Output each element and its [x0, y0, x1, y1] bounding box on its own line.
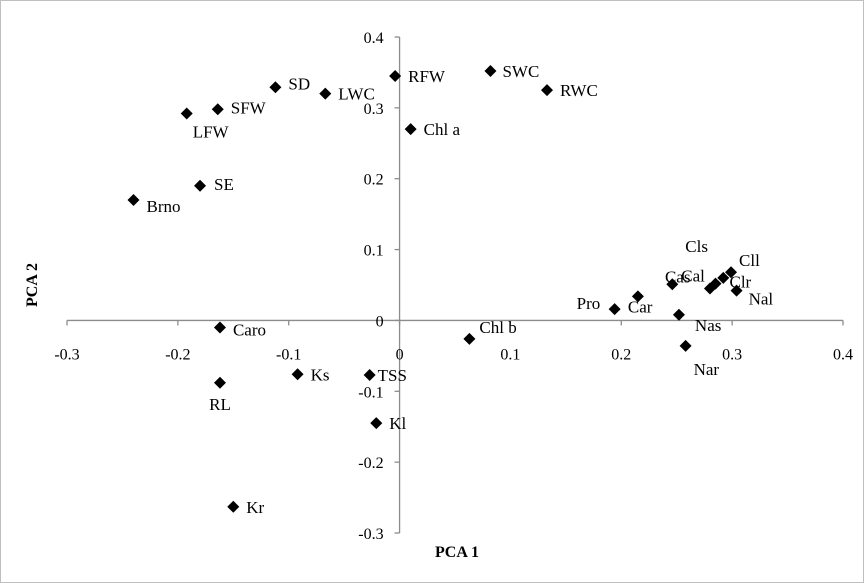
data-point-sfw	[211, 103, 224, 116]
data-point-rfw	[389, 69, 402, 82]
data-point-cas	[703, 282, 716, 295]
data-label-caro: Caro	[233, 321, 266, 340]
x-tick-label: -0.3	[54, 346, 79, 363]
data-label-chl-b: Chl b	[479, 318, 516, 337]
data-point-lwc	[319, 87, 332, 100]
data-point-cll	[725, 266, 738, 279]
x-tick-label: 0.2	[611, 346, 631, 363]
data-label-sd: SD	[288, 74, 310, 93]
data-label-rfw: RFW	[408, 67, 446, 86]
data-label-car: Car	[628, 297, 653, 316]
data-label-cal: Cal	[681, 266, 705, 285]
data-point-tss	[363, 368, 376, 381]
data-point-pro	[608, 303, 621, 316]
data-point-nar	[679, 339, 692, 352]
y-axis-title: PCA 2	[24, 263, 41, 307]
data-label-cas: Cas	[665, 268, 691, 287]
data-label-se: SE	[214, 175, 234, 194]
data-label-nas: Nas	[695, 316, 721, 335]
data-point-cal	[666, 278, 679, 291]
data-label-kr: Kr	[246, 498, 264, 517]
data-label-nal: Nal	[749, 290, 774, 309]
data-point-lfw	[180, 107, 193, 120]
y-tick-label: 0.1	[364, 243, 384, 260]
y-tick-label: -0.2	[358, 455, 383, 472]
x-tick-label: 0.4	[833, 346, 853, 363]
y-tick-label: -0.1	[358, 384, 383, 401]
data-label-rwc: RWC	[560, 81, 598, 100]
data-label-ks: Ks	[311, 365, 330, 384]
x-axis-title: PCA 1	[435, 544, 479, 561]
x-tick-label: 0.1	[500, 346, 520, 363]
data-point-rwc	[541, 84, 554, 97]
data-label-chl-a: Chl a	[424, 120, 461, 139]
data-label-cls: Cls	[685, 237, 708, 256]
y-tick-label: 0	[376, 313, 384, 330]
data-label-lfw: LFW	[193, 123, 230, 142]
data-label-swc: SWC	[502, 62, 539, 81]
data-label-rl: RL	[209, 395, 231, 414]
data-label-nar: Nar	[694, 360, 720, 379]
data-point-nas	[672, 308, 685, 321]
data-point-kl	[370, 417, 383, 430]
data-point-kr	[227, 500, 240, 513]
data-point-brno	[127, 193, 140, 206]
data-point-caro	[213, 321, 226, 334]
data-point-se	[194, 179, 207, 192]
data-point-nal	[730, 284, 743, 297]
data-label-sfw: SFW	[231, 98, 267, 117]
data-label-tss: TSS	[378, 366, 407, 385]
x-ticks: -0.3 -0.2 -0.1 0 0.1 0.2 0.3 0.4	[54, 320, 853, 363]
data-point-chl-a	[404, 123, 417, 136]
data-point-swc	[484, 65, 497, 78]
y-tick-label: -0.3	[358, 526, 383, 543]
data-point-car	[631, 290, 644, 303]
x-tick-label: 0	[396, 346, 404, 363]
y-ticks: 0.4 0.3 0.2 0.1 0 -0.1 -0.2 -0.3	[358, 30, 400, 543]
data-label-lwc: LWC	[338, 85, 375, 104]
data-label-kl: Kl	[389, 414, 406, 433]
y-tick-label: 0.3	[364, 101, 384, 118]
x-tick-label: -0.2	[165, 346, 190, 363]
y-tick-label: 0.4	[364, 30, 384, 47]
data-label-cll: Cll	[739, 251, 760, 270]
data-label-brno: Brno	[147, 197, 181, 216]
data-point-ks	[291, 368, 304, 381]
data-point-chl-b	[463, 332, 476, 345]
x-tick-label: 0.3	[722, 346, 742, 363]
data-point-sd	[269, 81, 282, 94]
y-tick-label: 0.2	[364, 172, 384, 189]
data-point-cls	[717, 271, 730, 284]
data-label-pro: Pro	[577, 294, 601, 313]
data-point-rl	[213, 376, 226, 389]
axes	[67, 37, 843, 533]
x-tick-label: -0.1	[276, 346, 301, 363]
